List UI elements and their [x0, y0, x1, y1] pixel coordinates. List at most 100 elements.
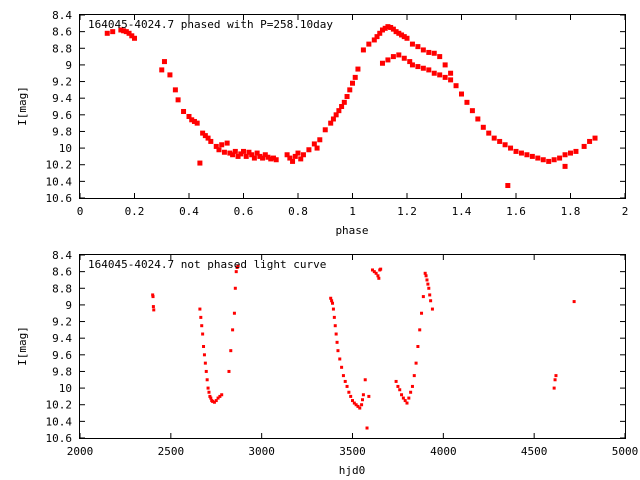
data-point — [390, 54, 396, 60]
data-point — [197, 160, 203, 166]
data-point — [400, 393, 404, 397]
data-point — [349, 394, 353, 398]
data-point — [151, 305, 155, 309]
data-point — [224, 140, 230, 146]
data-point — [216, 396, 220, 400]
data-point — [405, 401, 409, 405]
data-point — [475, 116, 481, 122]
data-point — [396, 52, 402, 58]
data-point — [371, 37, 377, 43]
data-point — [202, 353, 206, 357]
chart-title: 164045-4024.7 not phased light curve — [88, 258, 326, 271]
data-point — [129, 33, 135, 39]
data-point — [191, 118, 197, 124]
data-point — [167, 72, 173, 78]
data-point — [344, 94, 350, 100]
data-point — [345, 384, 349, 388]
plot-frame — [79, 254, 626, 439]
data-point — [480, 124, 486, 130]
data-point — [562, 152, 568, 158]
data-point — [151, 293, 155, 297]
data-point — [209, 396, 213, 400]
y-tick-label: 10.6 — [46, 192, 73, 205]
data-point — [355, 66, 361, 72]
data-point — [212, 400, 216, 404]
data-point — [350, 80, 355, 86]
data-point — [424, 274, 428, 278]
data-point — [388, 24, 394, 30]
data-point — [123, 29, 129, 35]
y-tick-label: 8.4 — [52, 9, 72, 22]
y-tick-label: 8.6 — [52, 266, 72, 279]
data-point — [360, 47, 366, 53]
data-point — [546, 158, 552, 164]
data-point — [233, 286, 237, 290]
data-point — [379, 27, 385, 33]
data-point — [270, 155, 276, 161]
data-point — [214, 399, 218, 403]
data-point — [338, 357, 342, 361]
data-point — [341, 99, 347, 105]
data-point — [235, 153, 241, 159]
data-point — [486, 130, 492, 136]
data-point — [409, 41, 415, 47]
data-point — [251, 155, 257, 161]
data-point — [290, 158, 296, 164]
data-point — [208, 394, 212, 398]
data-point — [442, 62, 448, 68]
data-point — [427, 286, 431, 290]
data-point — [352, 74, 358, 80]
phased-light-curve-plot: 0 0.2 0.4 0.6 0.8 1 1.2 1.4 1.6 1.8 2 8.4 8.6 8.8 9 9.… — [16, 9, 628, 237]
x-tick-label: 2000 — [67, 445, 94, 458]
y-tick-label: 9.8 — [52, 125, 72, 138]
data-point — [431, 70, 437, 76]
data-point — [420, 65, 426, 71]
data-point — [232, 148, 238, 154]
data-point — [336, 108, 342, 114]
data-point — [370, 268, 374, 272]
data-point — [322, 127, 328, 133]
data-point — [377, 30, 383, 36]
data-point — [265, 154, 271, 160]
data-point — [104, 30, 110, 36]
data-point — [331, 301, 335, 305]
data-point — [292, 153, 298, 159]
data-point — [329, 296, 333, 300]
data-point — [431, 50, 437, 56]
data-point — [426, 282, 430, 286]
data-point — [551, 157, 557, 163]
data-point — [254, 150, 260, 156]
data-point — [409, 62, 415, 68]
data-point — [273, 157, 279, 163]
data-point — [420, 311, 424, 315]
data-point — [401, 55, 407, 61]
data-point — [340, 365, 344, 369]
data-point — [360, 398, 364, 402]
data-point — [401, 34, 407, 40]
data-point — [204, 369, 208, 373]
data-point — [374, 34, 380, 40]
data-point — [186, 113, 192, 119]
data-point — [423, 271, 427, 275]
data-point — [398, 388, 402, 392]
data-point — [390, 26, 396, 32]
data-point — [347, 390, 351, 394]
data-point — [524, 152, 530, 158]
y-tick-label: 9.2 — [52, 316, 72, 329]
data-point — [159, 67, 165, 73]
data-point — [295, 150, 301, 156]
y-tick-label: 9.6 — [52, 109, 72, 122]
data-point — [407, 59, 413, 65]
y-tick-label: 8.4 — [52, 249, 72, 262]
data-point — [421, 295, 425, 299]
data-point — [246, 149, 252, 155]
data-point — [206, 386, 210, 390]
data-point — [205, 135, 211, 141]
x-ticks: 0 0.2 0.4 0.6 0.8 1 1.2 1.4 1.6 1.8 2 — [77, 15, 628, 218]
data-point — [401, 396, 405, 400]
data-point — [216, 147, 222, 153]
data-point — [399, 32, 405, 38]
x-tick-label: 1.4 — [452, 205, 472, 218]
data-point — [394, 379, 398, 383]
data-point — [231, 328, 235, 332]
